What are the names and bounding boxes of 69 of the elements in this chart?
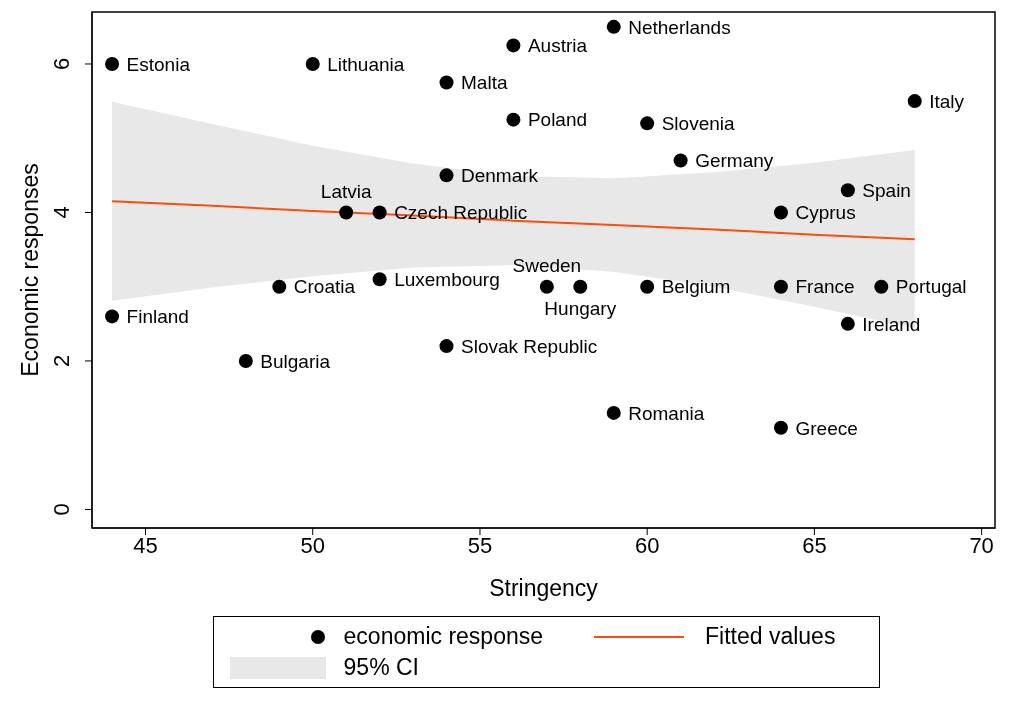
point <box>640 279 655 294</box>
point <box>372 272 387 287</box>
data-label: Greece <box>795 417 858 439</box>
point <box>874 279 889 294</box>
point <box>773 279 788 294</box>
point <box>439 339 454 354</box>
data-label: Italy <box>929 90 965 112</box>
point <box>439 168 454 183</box>
data-label: Ireland <box>862 313 921 335</box>
data-label: Cyprus <box>795 202 856 224</box>
data-label: Sweden <box>512 255 582 277</box>
data-label: Malta <box>461 72 508 94</box>
data-label: Luxembourg <box>394 269 500 291</box>
point <box>673 153 688 168</box>
data-label: Netherlands <box>628 16 731 38</box>
y-tick-label: 4 <box>49 206 74 219</box>
data-label: Romania <box>628 402 705 424</box>
data-label: Denmark <box>461 165 539 187</box>
x-tick-label: 70 <box>969 532 994 558</box>
data-label: Spain <box>862 179 911 201</box>
point <box>506 112 521 127</box>
data-label: Portugal <box>895 276 967 298</box>
data-label: Germany <box>695 150 774 172</box>
y-tick-label: 0 <box>49 503 74 516</box>
point <box>506 38 521 53</box>
point <box>773 205 788 220</box>
point <box>840 316 855 331</box>
legend-label: economic response <box>343 623 544 650</box>
point <box>439 75 454 90</box>
data-label: France <box>795 276 855 298</box>
line-series <box>111 200 916 241</box>
point <box>573 279 588 294</box>
data-label: Finland <box>126 306 189 328</box>
point <box>606 405 621 420</box>
x-tick-label: 45 <box>133 532 158 558</box>
data-label: Estonia <box>126 53 191 75</box>
legend-label: Fitted values <box>705 623 836 650</box>
data-label: Belgium <box>661 276 731 298</box>
y-axis-title: Economic responses <box>17 163 44 377</box>
point <box>907 94 922 109</box>
point <box>372 205 387 220</box>
x-tick-label: 65 <box>802 532 827 558</box>
point <box>539 279 554 294</box>
x-tick-label: 50 <box>300 532 325 558</box>
point <box>105 309 120 324</box>
y-tick-label: 2 <box>49 354 74 368</box>
point <box>640 116 655 131</box>
data-label: Hungary <box>544 297 617 319</box>
text: 95% CI <box>343 654 420 681</box>
data-label: Lithuania <box>327 53 405 75</box>
y-tick-label: 6 <box>49 57 74 71</box>
data-label: Poland <box>527 109 588 131</box>
point <box>773 420 788 435</box>
data-label: Latvia <box>320 180 372 202</box>
point <box>840 183 855 198</box>
point <box>238 353 253 368</box>
x-tick-label: 60 <box>634 532 660 558</box>
point <box>272 279 287 294</box>
x-axis-title: Stringency <box>489 575 599 601</box>
x-tick-label: 55 <box>467 532 493 558</box>
point <box>339 205 354 220</box>
data-label: Slovenia <box>661 113 736 135</box>
data-label: Slovak Republic <box>461 335 598 357</box>
data-label: Bulgaria <box>260 350 331 372</box>
data-label: Croatia <box>293 276 356 298</box>
point <box>105 56 120 71</box>
point <box>305 56 320 71</box>
data-label: Austria <box>527 35 588 57</box>
point <box>606 19 621 34</box>
